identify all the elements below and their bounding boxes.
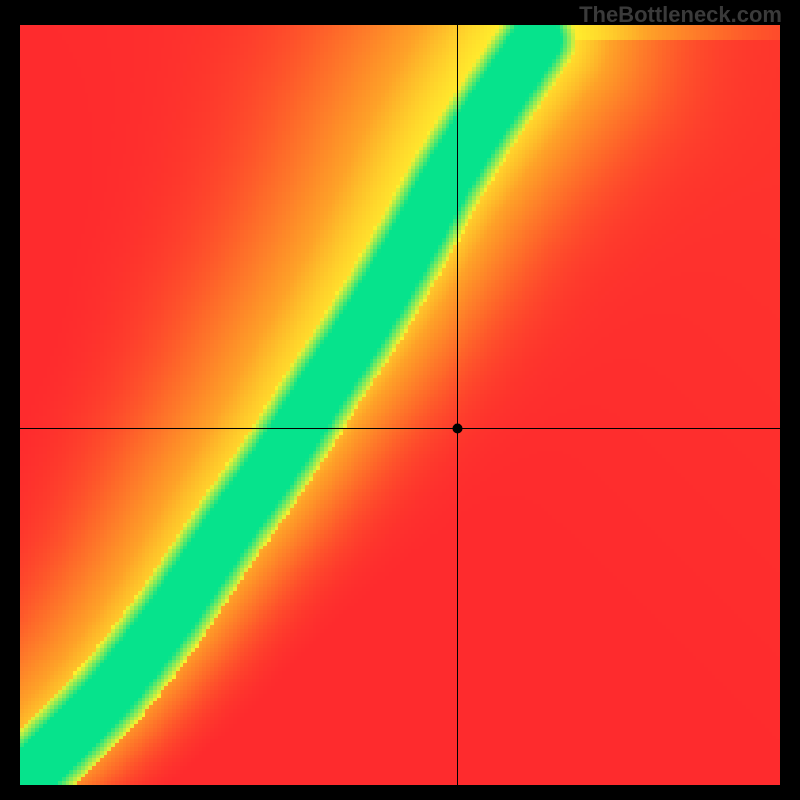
heatmap-plot — [20, 25, 780, 785]
watermark: TheBottleneck.com — [579, 2, 782, 28]
heatmap-canvas — [20, 25, 780, 785]
